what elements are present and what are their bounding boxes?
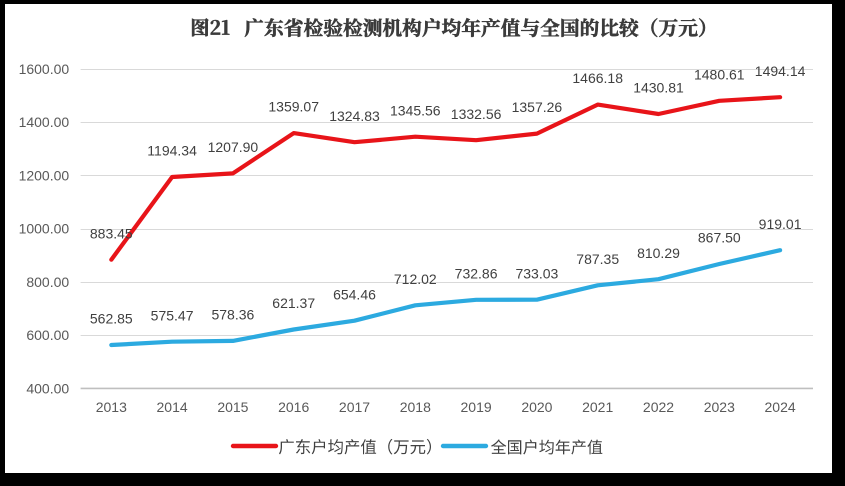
svg-text:810.29: 810.29 (637, 245, 680, 261)
svg-text:2024: 2024 (765, 399, 796, 415)
svg-text:732.86: 732.86 (455, 265, 498, 281)
svg-text:1000.00: 1000.00 (19, 221, 70, 237)
svg-text:919.01: 919.01 (759, 216, 802, 232)
svg-text:787.35: 787.35 (576, 251, 619, 267)
svg-text:1480.61: 1480.61 (694, 66, 745, 82)
svg-text:600.00: 600.00 (26, 327, 69, 343)
svg-text:1359.07: 1359.07 (268, 99, 319, 115)
svg-text:2021: 2021 (582, 399, 613, 415)
svg-text:578.36: 578.36 (211, 307, 254, 323)
svg-text:2020: 2020 (521, 399, 552, 415)
svg-text:2017: 2017 (339, 399, 370, 415)
svg-text:1200.00: 1200.00 (19, 168, 70, 184)
svg-text:1357.26: 1357.26 (512, 99, 563, 115)
svg-text:733.03: 733.03 (515, 265, 558, 281)
svg-text:1194.34: 1194.34 (147, 143, 197, 159)
svg-text:1430.81: 1430.81 (633, 80, 684, 96)
svg-text:2018: 2018 (400, 399, 431, 415)
svg-text:1600.00: 1600.00 (19, 61, 70, 77)
svg-text:1400.00: 1400.00 (19, 114, 70, 130)
svg-text:883.45: 883.45 (90, 225, 133, 241)
svg-text:1332.56: 1332.56 (451, 106, 502, 122)
svg-text:2013: 2013 (96, 399, 127, 415)
svg-text:2014: 2014 (157, 399, 188, 415)
svg-text:1494.14: 1494.14 (755, 63, 806, 79)
svg-text:2019: 2019 (461, 399, 492, 415)
svg-text:712.02: 712.02 (394, 271, 437, 287)
svg-text:2015: 2015 (217, 399, 248, 415)
svg-text:575.47: 575.47 (151, 307, 194, 323)
svg-text:562.85: 562.85 (90, 311, 133, 327)
svg-text:1324.83: 1324.83 (329, 108, 380, 124)
svg-text:2016: 2016 (278, 399, 309, 415)
svg-text:654.46: 654.46 (333, 286, 376, 302)
svg-text:1207.90: 1207.90 (208, 139, 259, 155)
svg-text:400.00: 400.00 (26, 380, 69, 396)
svg-text:621.37: 621.37 (272, 295, 315, 311)
svg-text:2023: 2023 (704, 399, 735, 415)
svg-text:1466.18: 1466.18 (572, 70, 623, 86)
svg-text:2022: 2022 (643, 399, 674, 415)
svg-text:1345.56: 1345.56 (390, 102, 441, 118)
svg-text:800.00: 800.00 (26, 274, 69, 290)
svg-text:867.50: 867.50 (698, 230, 741, 246)
